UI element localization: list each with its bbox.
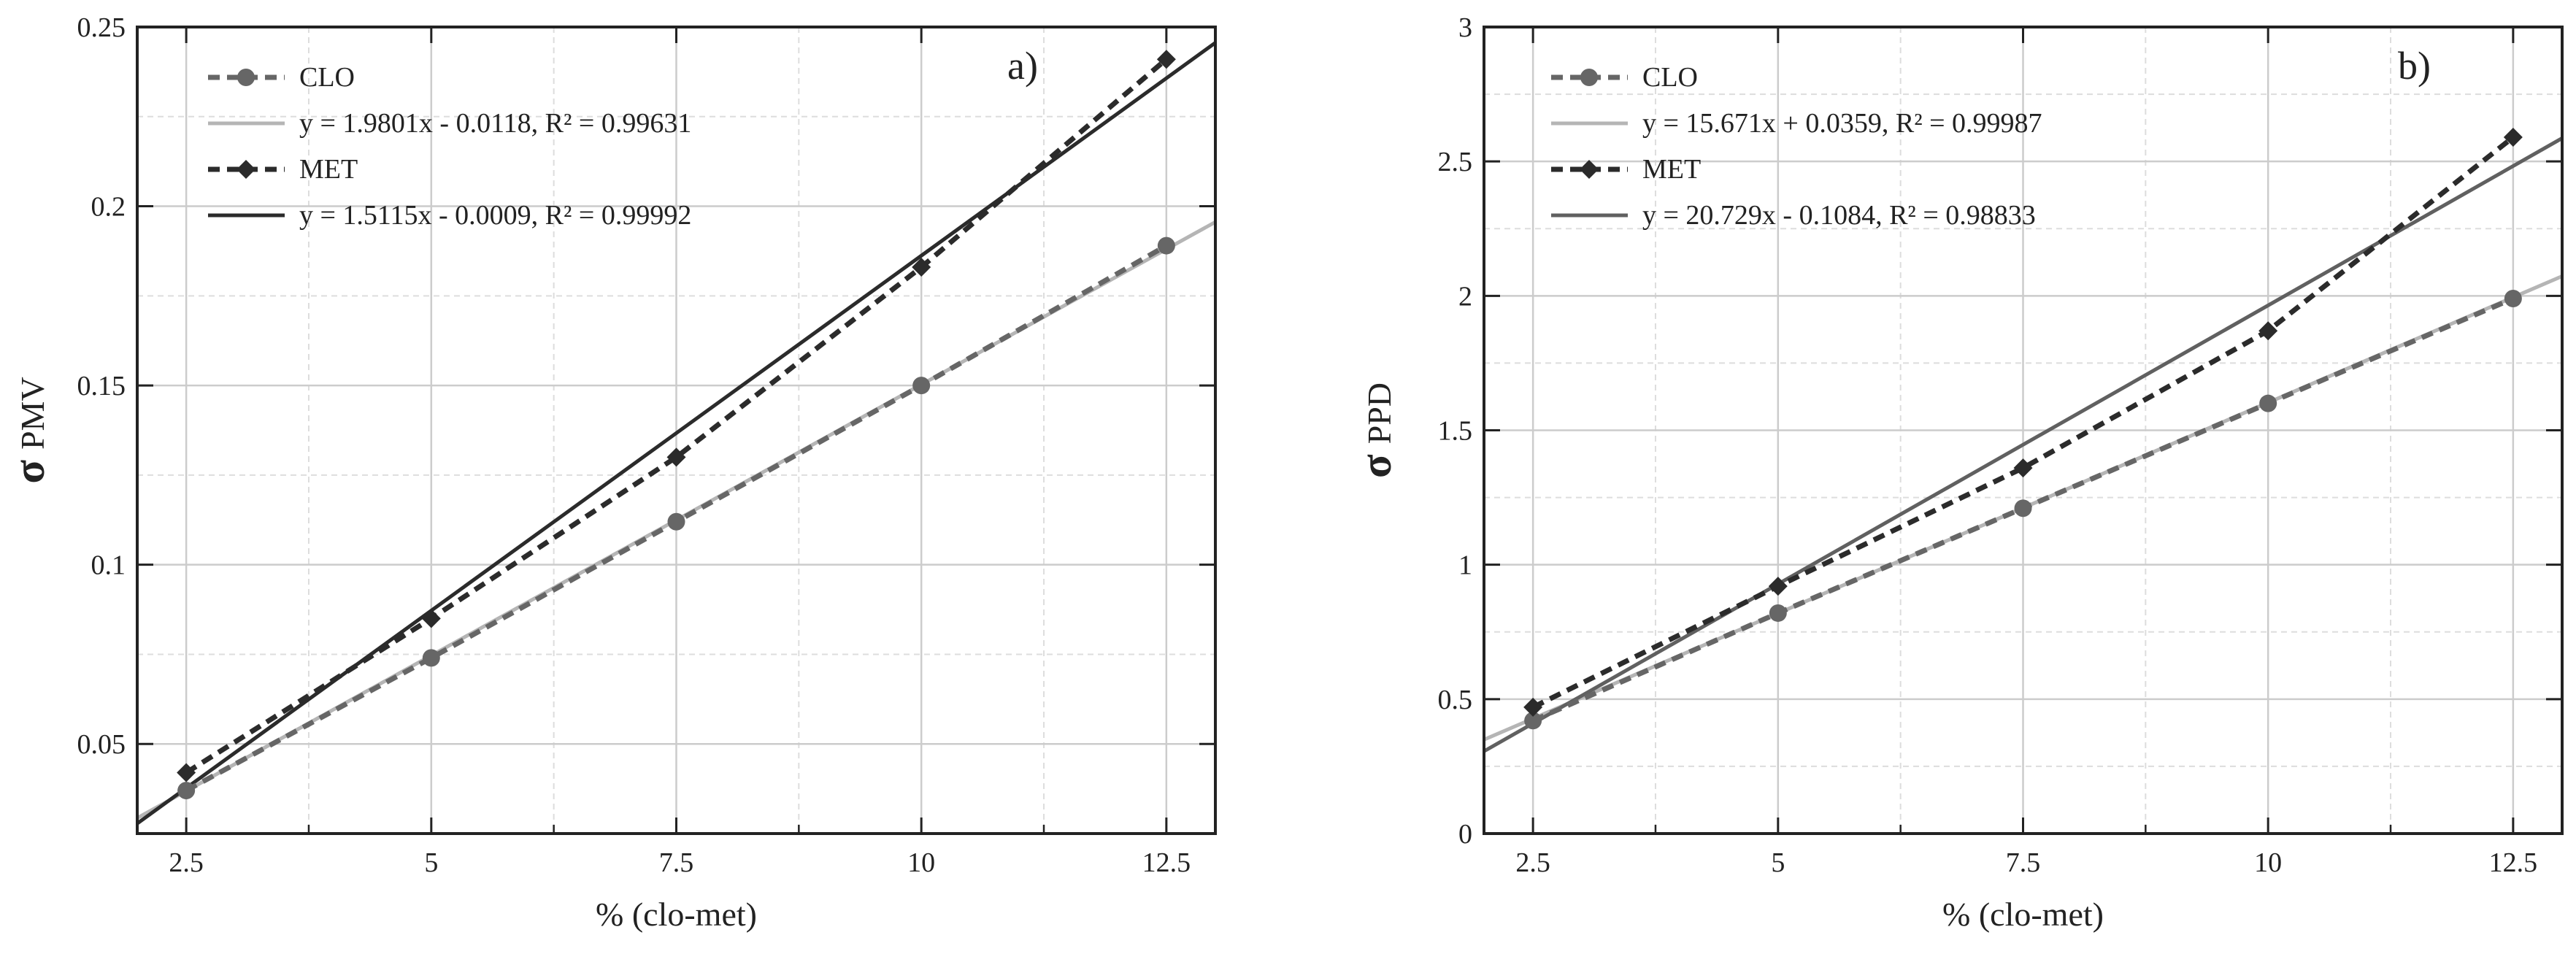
data-point-clo [667, 512, 685, 531]
y-tick-label: 0.1 [91, 550, 126, 581]
chart-panel-b: 2.5 5 7.5 10 12.5 0 0.5 1 1.5 2 2.5 3 % (clo-met) σ PP… [1352, 12, 2564, 933]
y-tick-label: 0 [1458, 819, 1472, 850]
y-tick-label: 3 [1458, 12, 1472, 43]
data-point-met [912, 258, 931, 277]
y-axis-symbol: σ [5, 460, 53, 484]
y-axis-label: σ PMV [5, 377, 53, 483]
data-point-clo [912, 377, 931, 395]
y-axis-symbol: σ [1352, 454, 1400, 478]
x-tick-label: 12.5 [2489, 847, 2538, 878]
x-tick-label: 7.5 [2006, 847, 2041, 878]
plot-frame [136, 26, 1217, 835]
data-point-met [2013, 458, 2033, 478]
x-tick-label: 7.5 [659, 847, 694, 878]
panel-label: a) [1007, 44, 1038, 88]
legend-swatch-marker [237, 69, 255, 86]
y-tick-label: 1.5 [1438, 416, 1473, 447]
data-point-met [2258, 321, 2278, 341]
series-line-met [185, 57, 1169, 775]
data-point-clo [422, 649, 440, 667]
data-point-clo [1524, 712, 1542, 730]
data-point-clo [1157, 236, 1175, 255]
y-tick-label: 2.5 [1438, 147, 1473, 177]
data-point-met [1156, 50, 1176, 69]
y-tick-label: 0.05 [77, 729, 126, 760]
legend-label: MET [1642, 154, 1701, 185]
x-axis-label: % (clo-met) [1942, 896, 2104, 933]
panel-label: b) [2398, 44, 2431, 88]
x-tick-label: 2.5 [169, 847, 204, 878]
y-tick-label: 1 [1458, 550, 1472, 581]
legend-label: y = 15.671x + 0.0359, R² = 0.99987 [1642, 108, 2042, 139]
legend-swatch-marker [237, 160, 255, 179]
legend-label: y = 1.5115x - 0.0009, R² = 0.99992 [299, 200, 691, 231]
legend-swatch-marker [1580, 160, 1599, 179]
y-tick-label: 0.2 [91, 192, 126, 223]
plot-frame [1483, 26, 2564, 835]
y-axis-text: PPD [1361, 382, 1398, 444]
legend-label: y = 1.9801x - 0.0118, R² = 0.99631 [299, 108, 691, 139]
series-line-met [1531, 135, 2515, 710]
data-point-clo [177, 782, 196, 800]
legend-label: CLO [299, 62, 355, 93]
data-point-clo [2504, 290, 2522, 308]
x-tick-label: 10 [2254, 847, 2282, 878]
data-point-clo [2014, 499, 2032, 518]
x-tick-label: 5 [1771, 847, 1785, 878]
data-point-clo [1769, 604, 1787, 622]
y-tick-label: 0.25 [77, 12, 126, 43]
data-point-met [177, 763, 196, 782]
data-point-met [666, 447, 686, 467]
y-axis-text: PMV [14, 377, 51, 450]
x-tick-label: 2.5 [1515, 847, 1550, 878]
y-tick-label: 0.15 [77, 371, 126, 401]
legend-label: MET [299, 154, 358, 185]
legend-swatch-marker [1580, 69, 1598, 86]
y-tick-label: 2 [1458, 281, 1472, 312]
data-point-clo [2259, 394, 2277, 412]
data-point-met [421, 609, 441, 628]
x-tick-label: 10 [907, 847, 935, 878]
data-point-met [1523, 697, 1543, 717]
y-tick-label: 0.5 [1438, 685, 1473, 715]
x-axis-label: % (clo-met) [596, 896, 757, 933]
data-point-met [2503, 128, 2523, 147]
data-point-met [1768, 577, 1788, 596]
x-tick-label: 12.5 [1142, 847, 1191, 878]
y-axis-label: σ PPD [1352, 382, 1400, 478]
chart-panel-a: 2.5 5 7.5 10 12.5 0.05 0.1 0.15 0.2 0.25 % (clo-me… [5, 12, 1217, 933]
legend-label: CLO [1642, 62, 1698, 93]
x-tick-label: 5 [424, 847, 438, 878]
legend-label: y = 20.729x - 0.1084, R² = 0.98833 [1642, 200, 2036, 231]
